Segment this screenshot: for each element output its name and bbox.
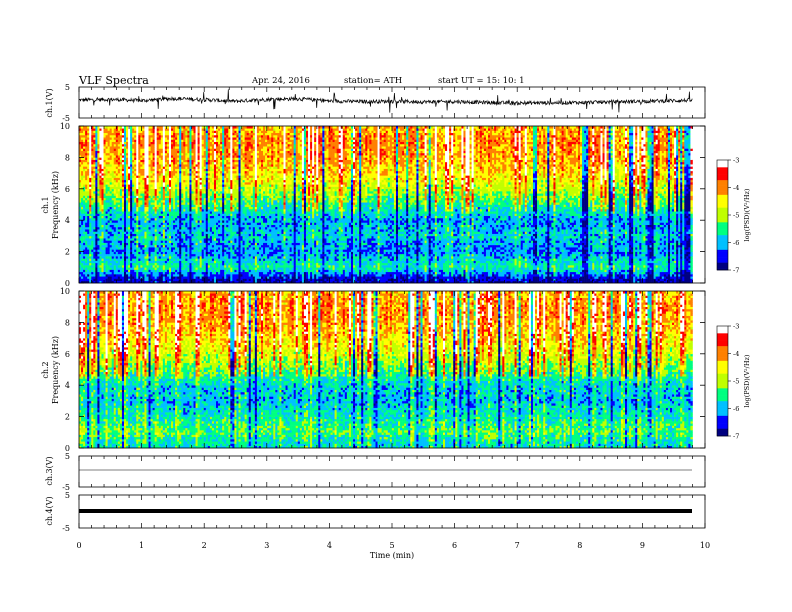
time-axis-tick-label: 5 [389,541,394,550]
ch1-ytick-top: 5 [65,83,70,92]
observation-date: Apr. 24, 2016 [251,76,310,86]
ch2-colorbar-tick: -4 [733,350,739,358]
time-axis-tick-label: 7 [515,541,520,550]
time-axis-tick-label: 8 [577,541,582,550]
time-axis-tick-label: 3 [264,541,269,550]
ch1-colorbar-tick: -3 [733,157,739,165]
ch2-spectrogram-ytick: 2 [65,413,70,422]
time-axis-label: Time (min) [370,551,414,560]
time-axis-tick-label: 0 [76,541,81,550]
time-axis-tick-label: 6 [452,541,457,550]
ch1-colorbar-tick: -4 [733,184,739,192]
time-axis-tick-label: 9 [640,541,645,550]
ch2-colorbar-tick: -7 [733,433,739,441]
ch2-colorbar-label: log(PSD)(V²/Hz) [743,354,751,407]
ch2-spectrogram-ylabel: Frequency (kHz) [51,336,60,404]
ch1-spectrogram-ytick: 2 [65,248,70,257]
ch2-spectrogram-image [79,291,693,448]
time-axis-tick-label: 2 [202,541,207,550]
ch4-waveform-ylabel: ch.4(V) [45,496,54,525]
time-axis-tick-label: 10 [700,541,710,550]
time-axis-tick-labels: 0 1 2 3 4 5 6 7 8 9 10 [76,541,710,550]
ch2-colorbar-tick: -3 [733,323,739,331]
figure-title: VLF Spectra [78,74,149,87]
ch2-spectrogram-ytick: 6 [65,350,70,359]
station-label: station= ATH [344,76,402,86]
ch1-colorbar-label: log(PSD)(V²/Hz) [743,188,751,241]
ch4-ytick-top: 5 [65,491,70,500]
ch4-waveform-trace [79,509,692,513]
ch2-spectrogram-ytick: 10 [60,287,70,296]
ch3-ytick-top: 5 [65,452,70,461]
ch1-spectrogram-ylabel: Frequency (kHz) [51,171,60,239]
ch1-spectrogram-ytick: 6 [65,185,70,194]
ch2-spectrogram-ytick: 8 [65,318,70,327]
ch2-spectrogram-ytick: 4 [65,381,70,390]
time-axis-tick-label: 1 [139,541,144,550]
ch3-waveform-ylabel: ch.3(V) [45,456,54,485]
ch1-waveform-panel: 5 -5 ch.1(V) [45,83,705,123]
ch2-colorbar: -7 -6 -5 -4 -3 log(PSD)(V²/Hz) [717,323,751,441]
time-axis-tick-label: 4 [327,541,332,550]
ch1-spectrogram-ytick: 8 [65,153,70,162]
ch1-spectrogram-ytick: 4 [65,216,70,225]
ch2-spectrogram-channel-label: ch.2 [41,361,50,378]
ch1-spectrogram-image [79,126,693,283]
ch1-colorbar-tick: -5 [733,212,739,220]
ch1-colorbar: -7 -6 -5 -4 -3 log(PSD)(V²/Hz) [717,157,751,275]
ch1-colorbar-tick: -7 [733,267,739,275]
ch1-colorbar-tick: -6 [733,239,739,247]
ch3-waveform-panel: 5 -5 ch.3(V) [45,452,705,492]
ch1-waveform-ylabel: ch.1(V) [45,88,54,117]
start-time-label: start UT = 15: 10: 1 [438,76,525,86]
ch1-spectrogram-ytick: 10 [60,122,70,131]
ch2-colorbar-tick: -6 [733,405,739,413]
ch1-waveform-trace [79,89,693,112]
ch4-waveform-panel: 5 -5 ch.4(V) [45,491,705,533]
ch1-spectrogram-channel-label: ch.1 [41,196,50,213]
ch4-ytick-bottom: -5 [62,524,70,533]
ch2-colorbar-tick: -5 [733,378,739,386]
